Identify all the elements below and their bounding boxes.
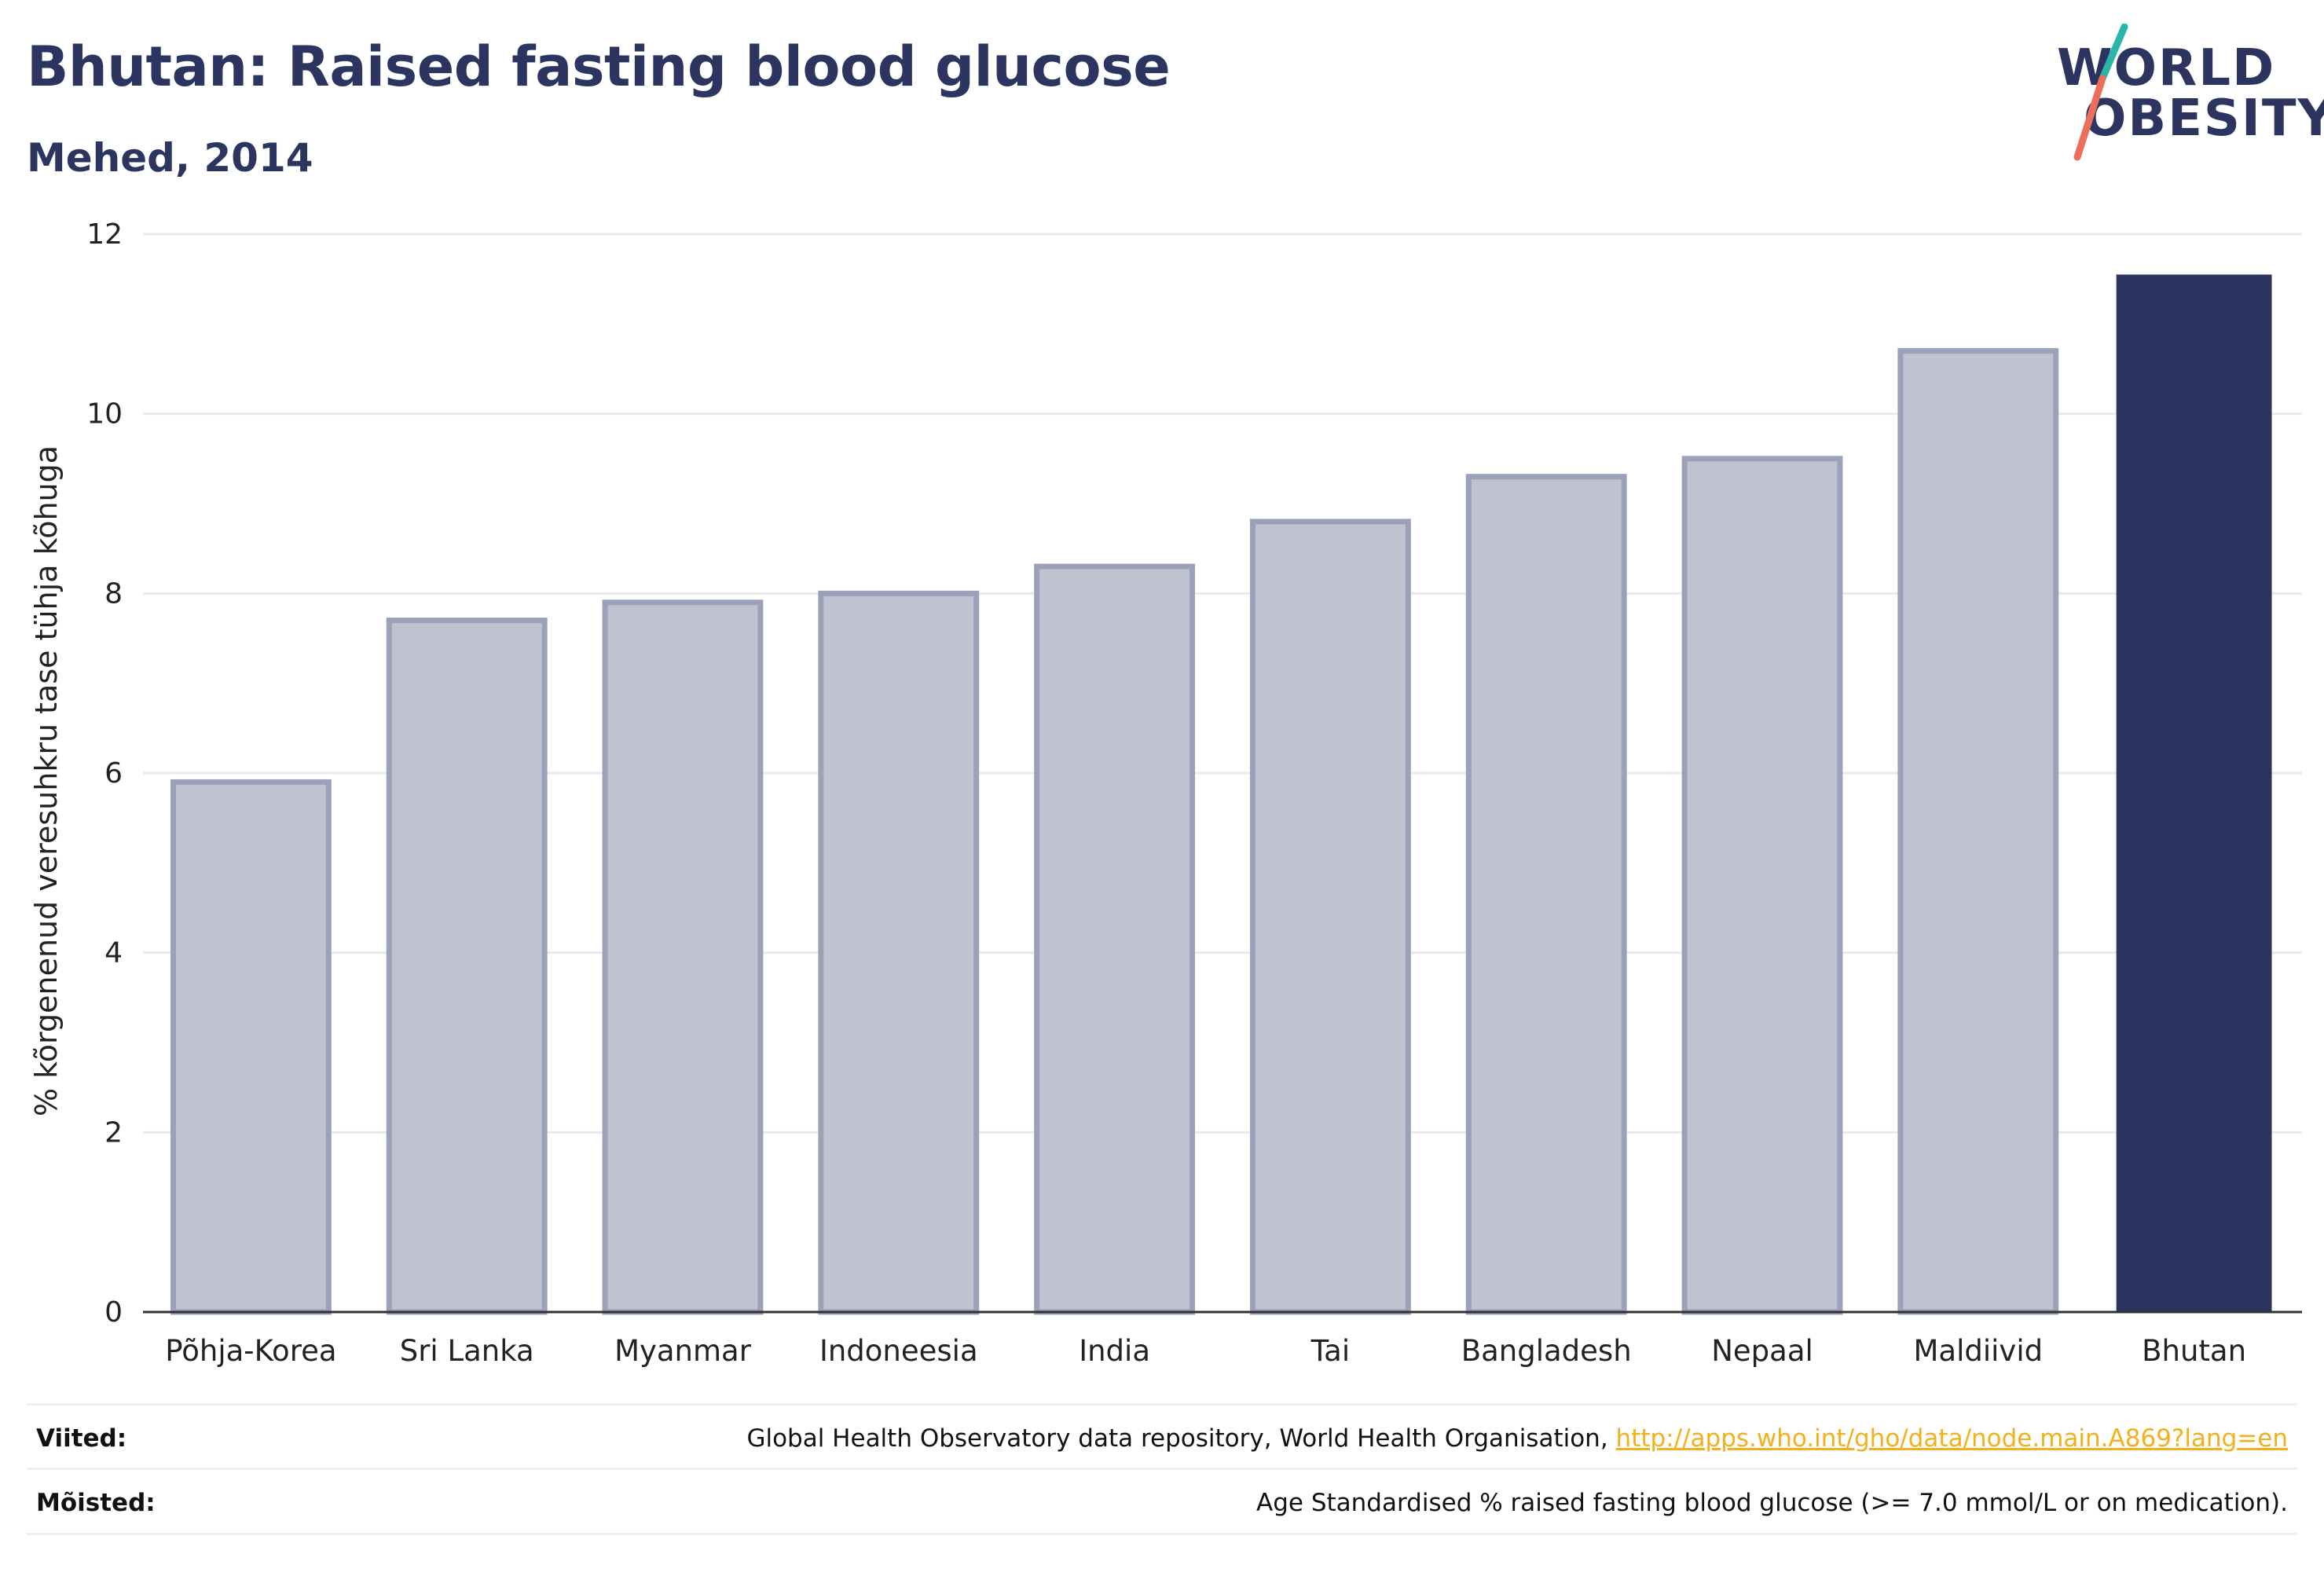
x-tick-label: Myanmar <box>614 1334 752 1368</box>
x-tick-label: Sri Lanka <box>400 1334 534 1368</box>
bar-chart: 0 2 4 6 8 10 12 Põhja-Korea Sri Lanka Myanmar Ind… <box>29 218 2302 1368</box>
footer-sources-row: Viited: Global Health Observatory data r… <box>27 1403 2297 1468</box>
world-obesity-logo: WORLD OBESITY <box>2035 24 2324 165</box>
bar-bhutan[interactable] <box>2116 274 2272 1313</box>
x-tick-label: Bhutan <box>2142 1334 2246 1368</box>
chart-subtitle: Mehed, 2014 <box>27 135 313 181</box>
x-axis-labels: Põhja-Korea Sri Lanka Myanmar Indoneesia Ind… <box>165 1334 2246 1368</box>
x-tick-label: Tai <box>1310 1334 1350 1368</box>
bar-põhja-korea[interactable] <box>170 779 332 1315</box>
sources-text: Global Health Observatory data repositor… <box>746 1424 1616 1453</box>
footer-definitions-row: Mõisted: Age Standardised % raised fasti… <box>27 1468 2297 1535</box>
bar-indoneesia[interactable] <box>818 590 980 1315</box>
x-tick-label: Indoneesia <box>819 1334 978 1368</box>
chart-title: Bhutan: Raised fasting blood glucose <box>27 35 1171 99</box>
bar-maldiivid[interactable] <box>1897 348 2059 1315</box>
bar-nepaal[interactable] <box>1681 456 1843 1315</box>
bar-myanmar[interactable] <box>602 599 764 1315</box>
bar-bangladesh[interactable] <box>1465 474 1627 1315</box>
y-tick-label: 4 <box>104 937 123 969</box>
y-tick-label: 10 <box>86 398 123 431</box>
sources-value: Global Health Observatory data repositor… <box>746 1424 2288 1453</box>
x-tick-label: Põhja-Korea <box>165 1334 336 1368</box>
x-tick-label: Bangladesh <box>1461 1334 1632 1368</box>
logo-text-obesity: OBESITY <box>2084 90 2324 148</box>
bar-tai[interactable] <box>1249 519 1411 1315</box>
x-tick-label: Maldiivid <box>1914 1334 2044 1368</box>
y-tick-label: 2 <box>104 1116 123 1149</box>
bars <box>170 274 2272 1315</box>
y-tick-label: 0 <box>104 1296 123 1329</box>
bar-sri-lanka[interactable] <box>386 618 548 1315</box>
sources-link[interactable]: http://apps.who.int/gho/data/node.main.A… <box>1615 1424 2288 1453</box>
logo-slash-icon <box>2073 24 2128 161</box>
y-tick-label: 12 <box>86 218 123 251</box>
definitions-value: Age Standardised % raised fasting blood … <box>1256 1489 2288 1517</box>
logo-text-world: WORLD <box>2057 39 2276 97</box>
definitions-label: Mõisted: <box>36 1489 156 1517</box>
bar-india[interactable] <box>1034 563 1196 1315</box>
y-tick-label: 8 <box>104 577 123 610</box>
y-axis-label: % kõrgenenud veresuhkru tase tühja kõhug… <box>29 445 64 1116</box>
x-tick-label: India <box>1079 1334 1150 1368</box>
y-axis-ticks: 0 2 4 6 8 10 12 <box>86 218 123 1329</box>
x-tick-label: Nepaal <box>1711 1334 1813 1368</box>
sources-label: Viited: <box>36 1424 127 1453</box>
y-tick-label: 6 <box>104 757 123 790</box>
